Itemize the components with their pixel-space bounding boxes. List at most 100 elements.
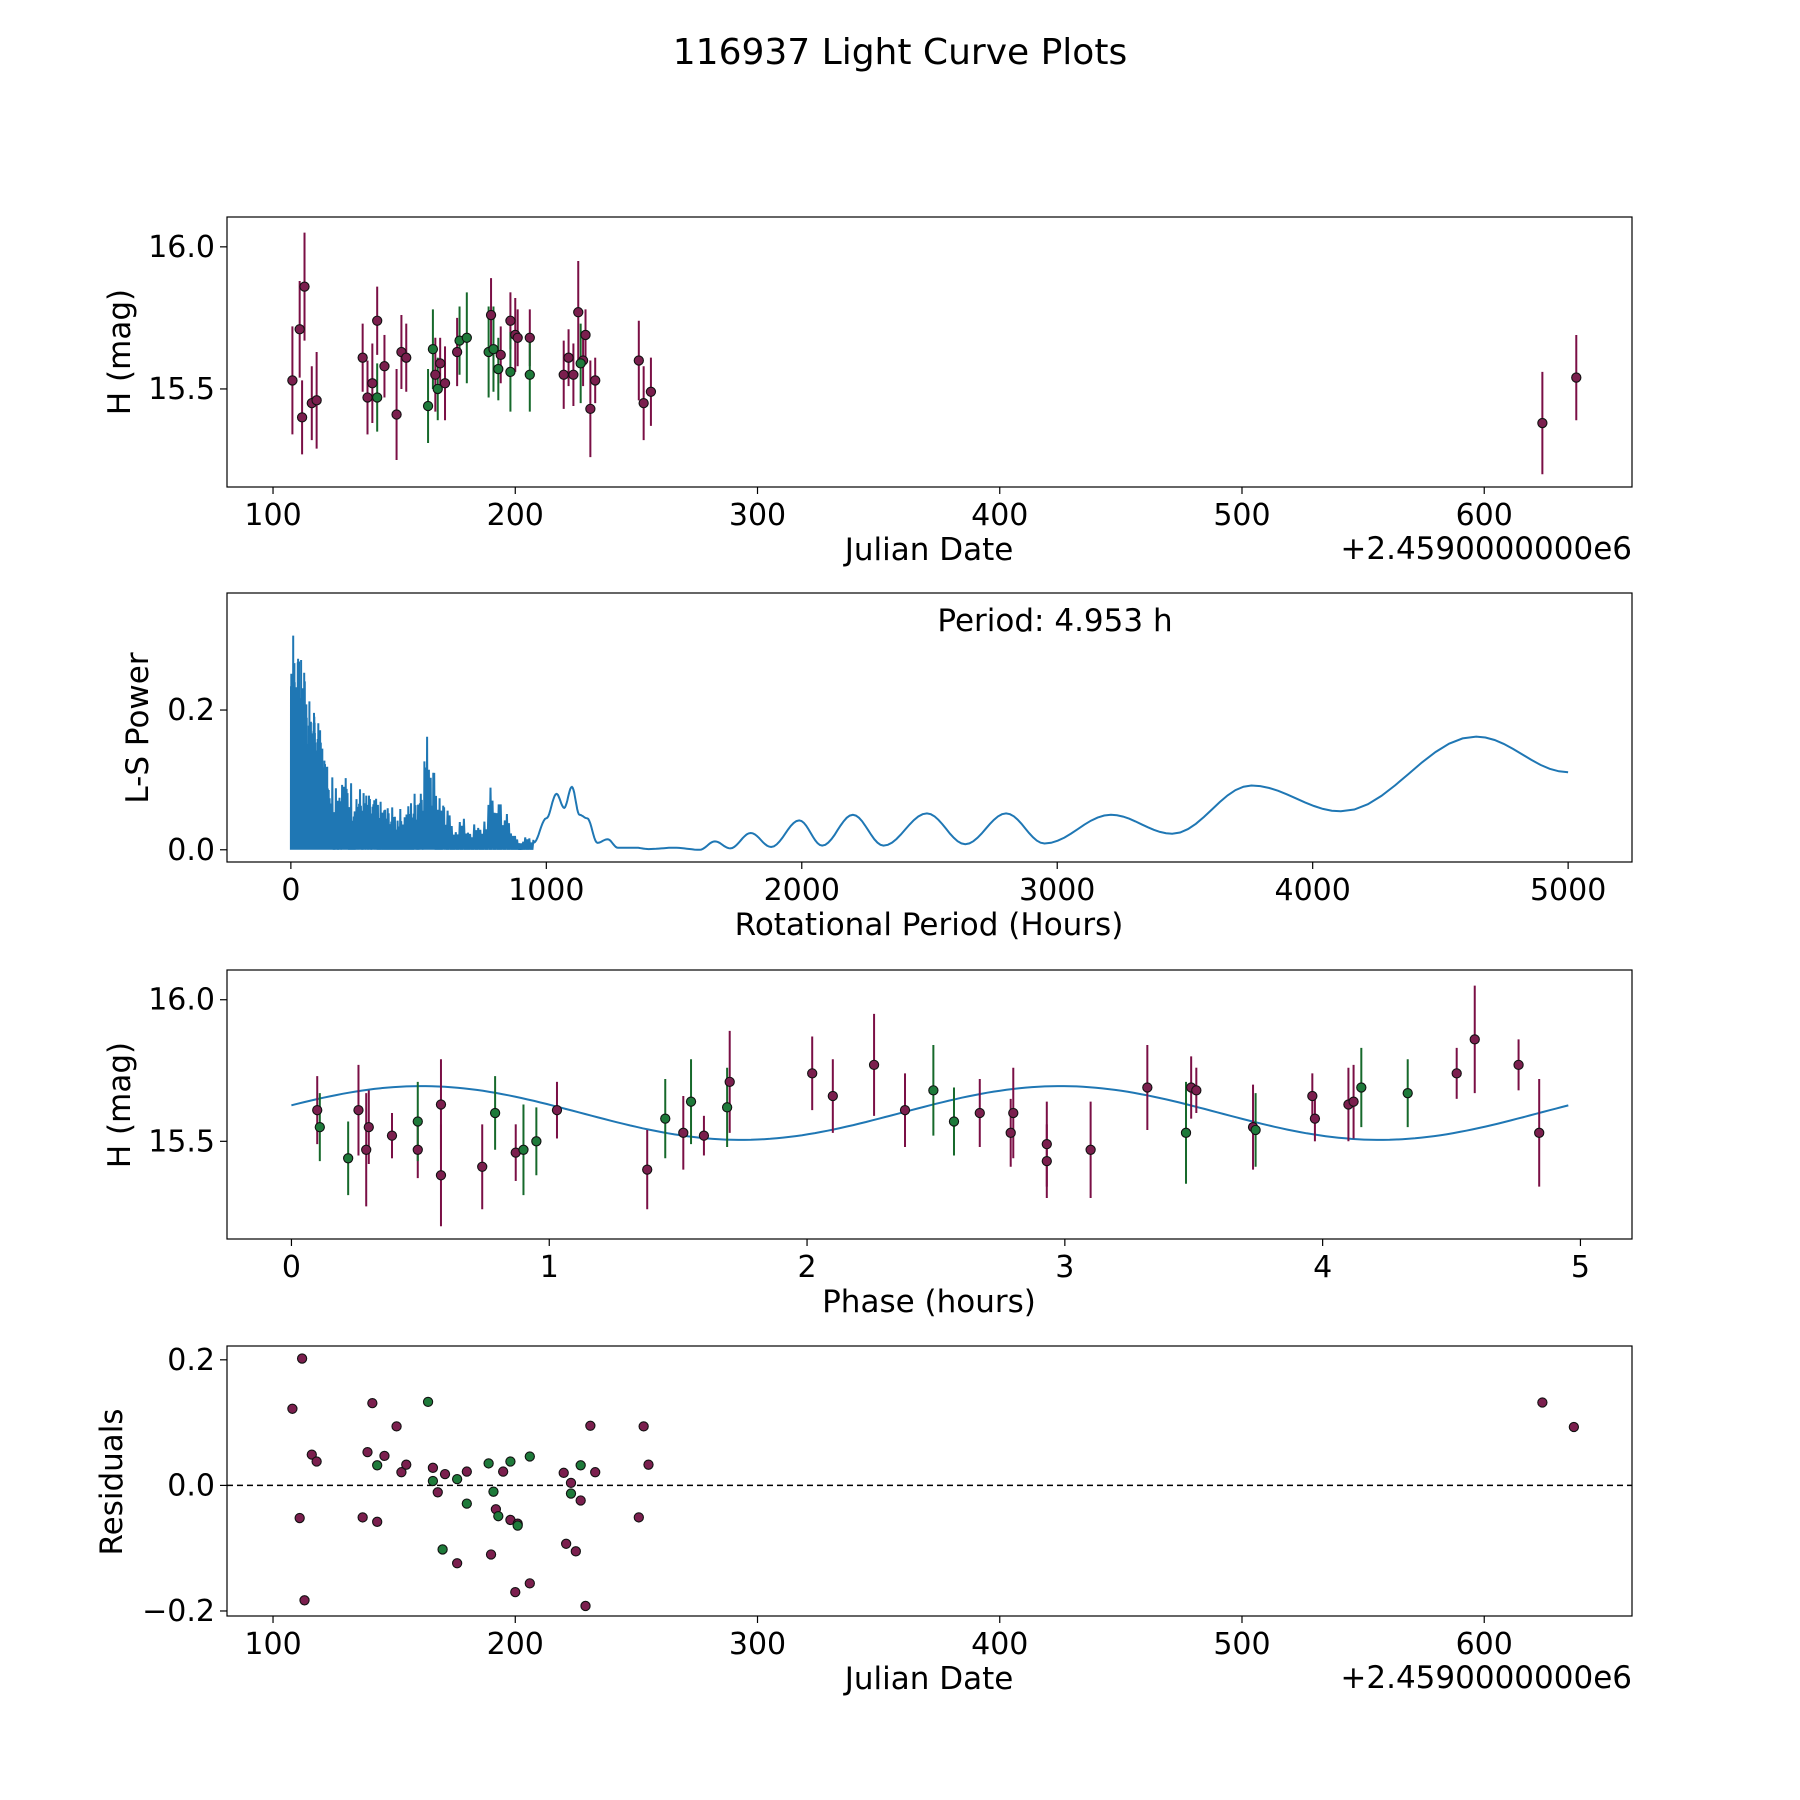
phasefold-ytick-label: 15.5 bbox=[148, 1124, 215, 1159]
phasefold-point-red bbox=[435, 1099, 447, 1110]
periodogram-xtick-label: 4000 bbox=[1275, 873, 1351, 908]
phasefold-point-red bbox=[1041, 1138, 1052, 1150]
lightcurve-ytick-label: 16.0 bbox=[148, 230, 215, 265]
residuals-point-red bbox=[451, 1558, 463, 1569]
residuals-xtick-label: 500 bbox=[1213, 1627, 1270, 1662]
phasefold-point-green bbox=[1356, 1082, 1367, 1093]
residuals-point-red bbox=[638, 1421, 649, 1432]
residuals-ytick-label: 0.2 bbox=[167, 1343, 215, 1378]
phasefold-fit-line bbox=[291, 1085, 1569, 1141]
periodogram-xtick-label: 5000 bbox=[1530, 873, 1606, 908]
lightcurve-point-red bbox=[645, 386, 657, 397]
residuals-xtick-label: 400 bbox=[971, 1627, 1028, 1662]
lightcurve-point-red bbox=[505, 315, 516, 326]
residuals-point-green bbox=[437, 1544, 448, 1555]
lightcurve-xlabel: Julian Date bbox=[843, 532, 1014, 568]
lightcurve-x-offset: +2.4590000000e6 bbox=[1340, 531, 1632, 567]
lightcurve-point-red bbox=[372, 315, 383, 326]
residuals-points bbox=[287, 1353, 1580, 1612]
phasefold-xtick-label: 3 bbox=[1055, 1250, 1074, 1285]
lightcurve-point-red bbox=[435, 358, 446, 369]
periodogram-xtick-label: 1000 bbox=[508, 873, 584, 908]
residuals-point-red bbox=[396, 1467, 407, 1478]
phasefold-point-red bbox=[827, 1090, 838, 1102]
residuals-point-red bbox=[432, 1487, 443, 1498]
periodogram-xticks: 0 1000 2000 3000 4000 5000 bbox=[281, 862, 1606, 908]
phasefold-point-red bbox=[312, 1105, 323, 1116]
phasefold-point-green bbox=[660, 1113, 671, 1124]
phasefold-ylabel: H (mag) bbox=[102, 1042, 138, 1168]
lightcurve-point-red bbox=[294, 324, 305, 335]
lightcurve-point-red bbox=[401, 352, 412, 363]
phasefold-point-red bbox=[1348, 1096, 1359, 1107]
lightcurve-point-red bbox=[296, 412, 308, 423]
periodogram-yticks: 0.0 0.2 bbox=[167, 693, 227, 868]
lightcurve-point-green bbox=[575, 358, 586, 369]
periodogram-xlabel: Rotational Period (Hours) bbox=[735, 907, 1124, 943]
phasefold-point-green bbox=[314, 1122, 325, 1133]
residuals-point-red bbox=[296, 1353, 308, 1364]
residuals-xtick-label: 300 bbox=[729, 1627, 786, 1662]
periodogram-ylabel: L-S Power bbox=[120, 652, 156, 803]
phasefold-point-green bbox=[343, 1153, 354, 1164]
lightcurve-xtick-label: 100 bbox=[244, 498, 301, 533]
lightcurve-point-green bbox=[524, 369, 535, 380]
lightcurve-point-red bbox=[367, 378, 378, 389]
residuals-point-green bbox=[483, 1458, 494, 1469]
residuals-xlabel: Julian Date bbox=[843, 1661, 1014, 1697]
residuals-point-red bbox=[633, 1512, 644, 1523]
residuals-point-red bbox=[294, 1512, 305, 1524]
lightcurve-point-red bbox=[287, 375, 298, 386]
residuals-point-red bbox=[585, 1420, 596, 1431]
phasefold-point-red bbox=[435, 1170, 447, 1181]
residuals-point-red bbox=[524, 1578, 535, 1589]
phasefold-point-red bbox=[1041, 1155, 1052, 1167]
lightcurve-panel: 100 200 300 400 500 600 15.516.0 Julian Date … bbox=[102, 216, 1633, 568]
phasefold-point-green bbox=[721, 1102, 733, 1113]
residuals-point-red bbox=[570, 1546, 581, 1557]
residuals-point-red bbox=[362, 1446, 373, 1458]
lightcurve-point-red bbox=[439, 378, 451, 389]
residuals-point-red bbox=[357, 1512, 368, 1523]
periodogram-line bbox=[289, 635, 1569, 851]
phasefold-point-red bbox=[1008, 1107, 1019, 1119]
phasefold-xtick-label: 0 bbox=[282, 1250, 301, 1285]
phasefold-xtick-label: 4 bbox=[1313, 1250, 1332, 1285]
lightcurve-point-red bbox=[451, 346, 463, 358]
phasefold-point-red bbox=[868, 1059, 880, 1071]
periodogram-xtick-label: 0 bbox=[281, 873, 300, 908]
residuals-point-green bbox=[493, 1511, 504, 1522]
phasefold-point-red bbox=[1451, 1068, 1462, 1079]
residuals-xtick-label: 200 bbox=[487, 1627, 544, 1662]
residuals-point-red bbox=[560, 1538, 572, 1549]
lightcurve-point-red bbox=[391, 409, 402, 420]
phasefold-axes-frame bbox=[226, 969, 1633, 1240]
residuals-point-red bbox=[1537, 1397, 1548, 1408]
phasefold-point-red bbox=[1191, 1085, 1202, 1096]
phasefold-point-red bbox=[477, 1161, 488, 1172]
lightcurve-xtick-label: 300 bbox=[729, 498, 786, 533]
periodogram-xtick-label: 2000 bbox=[764, 873, 840, 908]
phasefold-point-red bbox=[1005, 1127, 1016, 1138]
residuals-point-red bbox=[287, 1403, 298, 1414]
lightcurve-point-green bbox=[488, 344, 499, 355]
lightcurve-point-green bbox=[493, 363, 504, 375]
lightcurve-point-red bbox=[573, 307, 584, 318]
lightcurve-point-red bbox=[558, 369, 569, 380]
phasefold-point-red bbox=[353, 1105, 364, 1116]
residuals-point-red bbox=[427, 1462, 439, 1473]
residuals-x-offset: +2.4590000000e6 bbox=[1340, 1660, 1632, 1696]
residuals-point-red bbox=[575, 1495, 586, 1506]
residuals-axes-frame bbox=[226, 1345, 1633, 1617]
lightcurve-point-red bbox=[1537, 417, 1548, 429]
residuals-point-red bbox=[379, 1450, 390, 1462]
periodogram-axes-frame bbox=[226, 592, 1633, 863]
residuals-point-green bbox=[422, 1396, 434, 1408]
lightcurve-point-red bbox=[485, 309, 497, 321]
phasefold-point-red bbox=[551, 1105, 563, 1116]
lightcurve-point-green bbox=[432, 383, 443, 395]
lightcurve-xticks: 100 200 300 400 500 600 bbox=[244, 487, 1513, 533]
phasefold-point-red bbox=[386, 1130, 398, 1141]
residuals-point-red bbox=[367, 1397, 378, 1409]
phasefold-point-red bbox=[412, 1144, 423, 1155]
